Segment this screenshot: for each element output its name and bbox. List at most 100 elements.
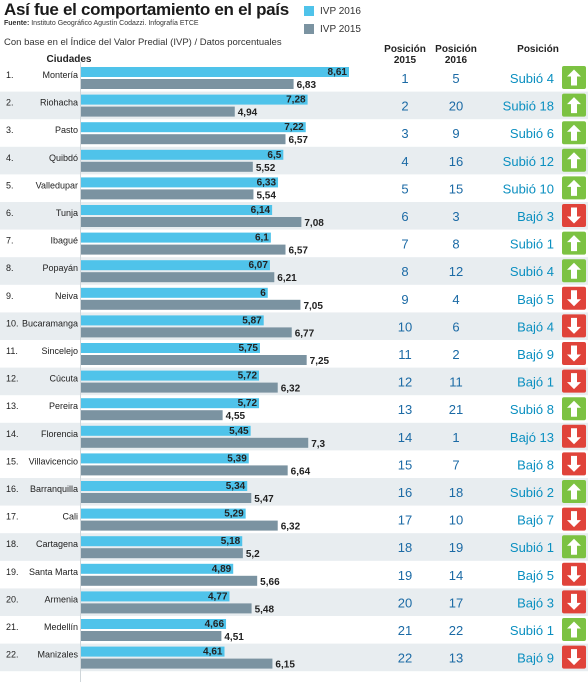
- bar-2016: [81, 425, 251, 436]
- arrow-up-icon: [567, 483, 581, 500]
- bar-2016: [81, 287, 268, 298]
- bar-2015-label: 6,32: [281, 522, 301, 533]
- rank-label: 8.: [6, 263, 14, 273]
- rank-label: 9.: [6, 291, 14, 301]
- position-change: Bajó 8: [517, 457, 554, 472]
- position-2015: 8: [401, 264, 408, 279]
- arrow-up-icon: [567, 69, 581, 86]
- position-change: Bajó 4: [517, 319, 554, 334]
- bar-2016: [81, 453, 249, 464]
- bar-2015: [81, 189, 254, 200]
- position-2016: 6: [452, 319, 459, 334]
- position-2016: 1: [452, 430, 459, 445]
- rank-label: 10.: [6, 318, 19, 328]
- position-change: Bajó 9: [517, 347, 554, 362]
- legend-item-2015: IVP 2015: [304, 22, 361, 36]
- arrow-up-icon: [567, 400, 581, 417]
- rank-label: 18.: [6, 539, 19, 549]
- bar-2016-label: 7,28: [286, 95, 306, 106]
- bar-2016: [81, 398, 260, 409]
- position-change: Bajó 9: [517, 651, 554, 666]
- arrow-down-icon: [567, 511, 581, 528]
- position-2016: 19: [449, 540, 463, 555]
- bar-2015: [81, 217, 302, 227]
- bar-2016-label: 6,1: [255, 233, 269, 244]
- arrow-down-icon: [567, 649, 581, 666]
- arrow-down-icon: [567, 455, 581, 472]
- bar-2016-label: 4,89: [212, 564, 232, 575]
- position-header: Posición: [517, 44, 559, 55]
- bar-2016: [81, 508, 246, 519]
- bar-2016-label: 5,75: [239, 343, 259, 354]
- bar-2016: [81, 315, 264, 326]
- position-2015: 16: [398, 485, 412, 500]
- position-2015: 12: [398, 375, 412, 390]
- position-2015: 3: [401, 126, 408, 141]
- rank-label: 21.: [6, 622, 19, 632]
- bar-2015: [81, 161, 253, 172]
- city-label: Cali: [62, 512, 78, 522]
- legend-label-2016: IVP 2016: [320, 5, 361, 17]
- position-2016: 16: [449, 154, 463, 169]
- rank-label: 7.: [6, 236, 14, 246]
- position-2015: 15: [398, 457, 412, 472]
- bar-2015-label: 5,52: [256, 163, 276, 174]
- source-text: Instituto Geográfico Agustín Codazzi. In…: [31, 20, 199, 27]
- position-change: Subió 1: [510, 540, 554, 555]
- pos2016-header: Posición 2016: [431, 44, 481, 66]
- bar-2015: [81, 299, 301, 310]
- city-label: Barranquilla: [30, 484, 78, 494]
- position-2016: 9: [452, 126, 459, 141]
- city-label: Santa Marta: [29, 567, 78, 577]
- arrow-up-icon: [567, 235, 581, 252]
- bar-2015: [81, 244, 286, 255]
- position-2016: 15: [449, 181, 463, 196]
- chart-title: Así fue el comportamiento en el país: [4, 0, 289, 19]
- bar-2016-label: 8,61: [328, 67, 348, 78]
- bar-2016-label: 6: [260, 288, 266, 299]
- bar-2015: [81, 493, 252, 503]
- bar-2016: [81, 205, 273, 215]
- bar-2015-label: 4,51: [224, 632, 244, 643]
- bar-2016-label: 5,72: [238, 371, 258, 382]
- bar-2016-label: 5,72: [238, 398, 258, 409]
- rank-label: 19.: [6, 567, 19, 577]
- position-2015: 4: [401, 154, 408, 169]
- position-2016: 11: [449, 375, 463, 390]
- position-2015: 22: [398, 651, 412, 666]
- bar-2015-label: 7,08: [304, 218, 324, 229]
- position-2015: 20: [398, 595, 412, 610]
- bar-2015-label: 7,3: [311, 439, 325, 450]
- rank-label: 6.: [6, 208, 14, 218]
- bar-2016-label: 5,87: [242, 315, 262, 326]
- bar-2015-label: 6,21: [277, 273, 297, 284]
- arrow-down-icon: [567, 317, 581, 334]
- position-change: Bajó 7: [517, 513, 554, 528]
- arrow-down-icon: [567, 207, 581, 224]
- position-2015: 18: [398, 540, 412, 555]
- position-2016: 21: [449, 402, 463, 417]
- city-label: Neiva: [55, 291, 78, 301]
- bar-2015: [81, 465, 288, 476]
- legend-label-2015: IVP 2015: [320, 23, 361, 35]
- bar-2016-label: 6,07: [248, 260, 268, 271]
- bar-2016: [81, 232, 271, 243]
- position-2015: 7: [401, 237, 408, 252]
- position-change: Subió 8: [510, 402, 554, 417]
- position-2016: 2: [452, 347, 459, 362]
- position-2016: 18: [449, 485, 463, 500]
- rank-label: 2.: [6, 98, 14, 108]
- source-label: Fuente:: [4, 20, 30, 27]
- city-label: Florencia: [41, 429, 78, 439]
- city-label: Pereira: [49, 401, 78, 411]
- position-change: Bajó 1: [517, 375, 554, 390]
- bar-2016-label: 5,18: [221, 536, 241, 547]
- bar-2015-label: 5,66: [260, 577, 280, 588]
- arrow-up-icon: [567, 262, 581, 279]
- rank-label: 14.: [6, 429, 19, 439]
- arrow-up-icon: [567, 97, 581, 114]
- bar-2016: [81, 536, 243, 547]
- bar-2016-label: 6,33: [257, 177, 277, 188]
- rank-label: 16.: [6, 484, 19, 494]
- rank-label: 11.: [6, 346, 18, 356]
